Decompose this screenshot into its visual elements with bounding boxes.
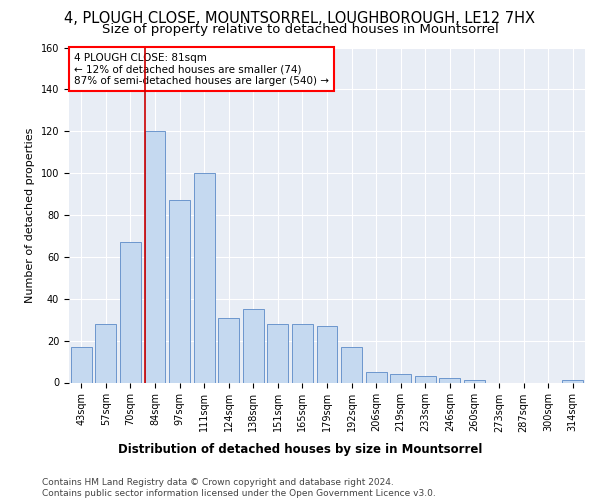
Bar — [439, 378, 460, 382]
Bar — [268, 324, 289, 382]
Bar — [169, 200, 190, 382]
Bar — [95, 324, 116, 382]
Text: 4 PLOUGH CLOSE: 81sqm
← 12% of detached houses are smaller (74)
87% of semi-deta: 4 PLOUGH CLOSE: 81sqm ← 12% of detached … — [74, 52, 329, 86]
Text: 4, PLOUGH CLOSE, MOUNTSORREL, LOUGHBOROUGH, LE12 7HX: 4, PLOUGH CLOSE, MOUNTSORREL, LOUGHBOROU… — [65, 11, 536, 26]
Bar — [562, 380, 583, 382]
Bar — [415, 376, 436, 382]
Bar — [317, 326, 337, 382]
Bar — [464, 380, 485, 382]
Bar — [145, 131, 166, 382]
Y-axis label: Number of detached properties: Number of detached properties — [25, 128, 35, 302]
Bar — [120, 242, 141, 382]
Text: Size of property relative to detached houses in Mountsorrel: Size of property relative to detached ho… — [101, 22, 499, 36]
Bar — [292, 324, 313, 382]
Text: Contains HM Land Registry data © Crown copyright and database right 2024.
Contai: Contains HM Land Registry data © Crown c… — [42, 478, 436, 498]
Bar — [390, 374, 411, 382]
Text: Distribution of detached houses by size in Mountsorrel: Distribution of detached houses by size … — [118, 442, 482, 456]
Bar — [194, 173, 215, 382]
Bar — [71, 347, 92, 382]
Bar — [365, 372, 386, 382]
Bar — [341, 347, 362, 382]
Bar — [243, 309, 264, 382]
Bar — [218, 318, 239, 382]
